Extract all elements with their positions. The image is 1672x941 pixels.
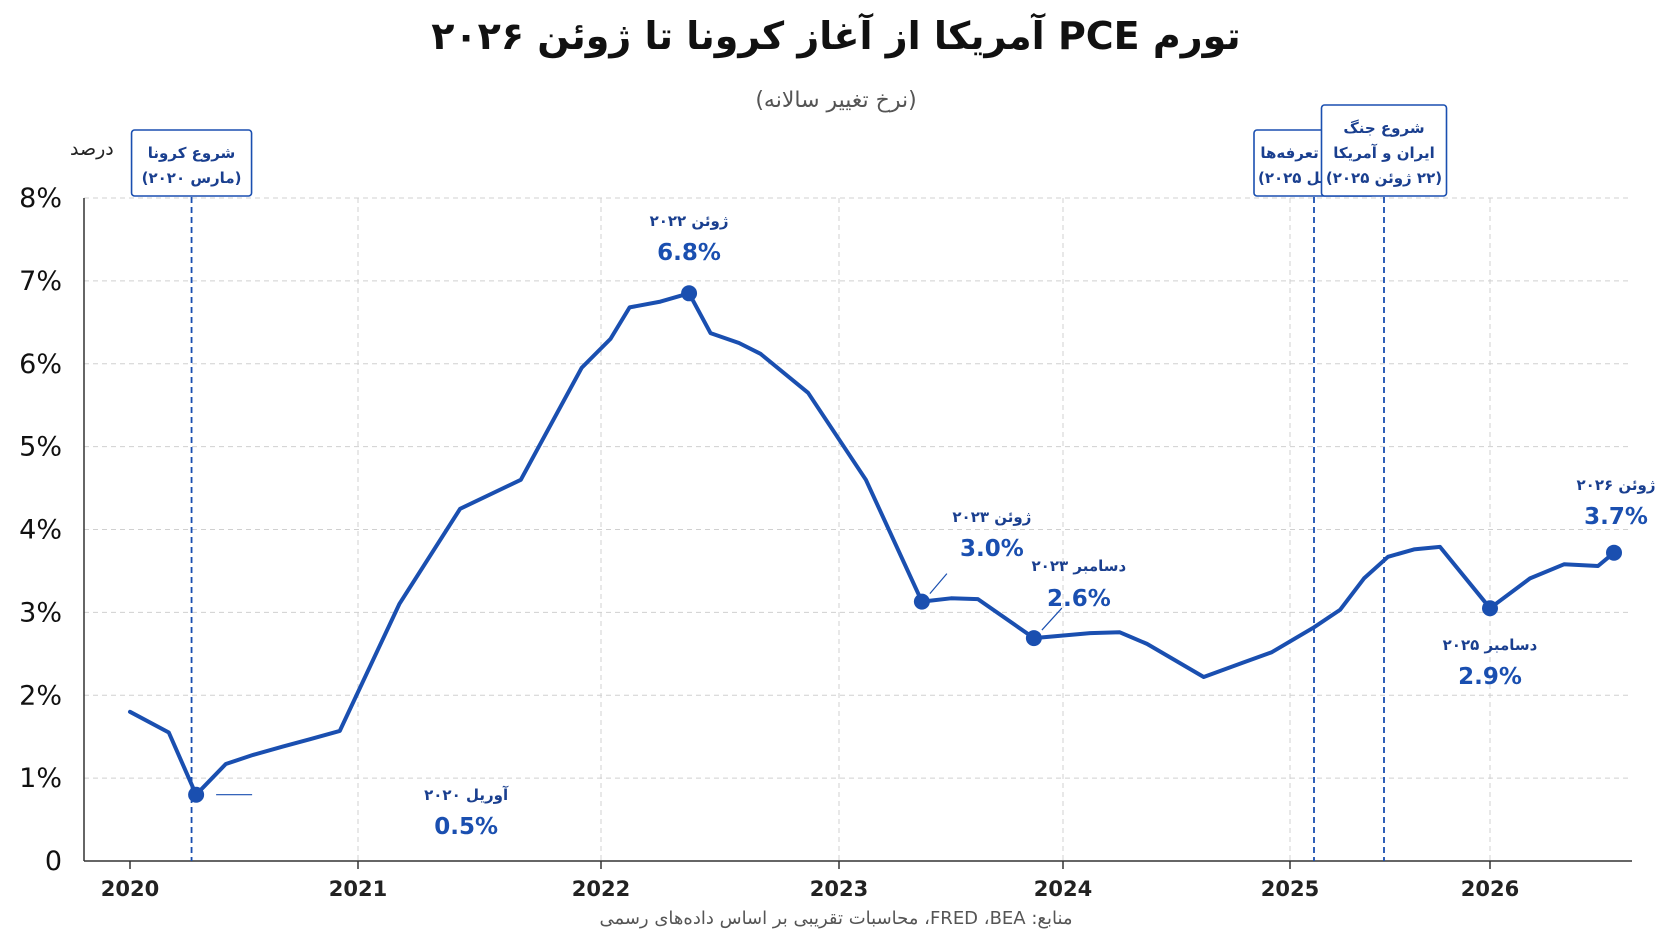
y-tick-label: 7% <box>19 266 62 297</box>
highlight-point <box>188 786 205 803</box>
event-label: (۲۲ ژوئن ۲۰۲۵) <box>1326 169 1442 187</box>
highlight-date-label: ژوئن ۲۰۲۶ <box>1577 476 1656 494</box>
highlight-date-label: آوریل ۲۰۲۰ <box>424 786 509 804</box>
highlight-point <box>1606 544 1622 561</box>
x-tick-label: 2026 <box>1461 877 1519 901</box>
highlight-value-label: 0.5% <box>434 814 498 840</box>
event-label: ایران و آمریکا <box>1333 144 1435 162</box>
y-tick-label: 3% <box>19 597 62 628</box>
highlight-point <box>681 285 698 302</box>
x-tick-label: 2025 <box>1261 877 1319 901</box>
annotation-leader <box>929 573 948 594</box>
y-tick-label: 5% <box>19 432 62 463</box>
event-label: شروع کرونا <box>148 144 236 162</box>
highlight-date-label: ژوئن ۲۰۲۲ <box>650 212 729 230</box>
y-tick-label: 0 <box>45 846 62 877</box>
highlight-value-label: 3.0% <box>960 536 1024 562</box>
annotation-leader <box>1041 607 1063 631</box>
highlight-date-label: ژوئن ۲۰۲۳ <box>952 508 1031 526</box>
source-note: منابع: FRED ،BEA، محاسبات تقریبی بر اساس… <box>599 908 1073 929</box>
highlight-point <box>913 593 930 610</box>
x-tick-label: 2021 <box>329 877 387 901</box>
y-tick-label: 4% <box>19 515 62 546</box>
y-tick-label: 1% <box>19 763 62 794</box>
y-tick-label: 8% <box>19 183 62 214</box>
highlight-point <box>1025 630 1042 647</box>
event-box <box>1320 104 1448 197</box>
y-axis-label: درصد <box>70 138 114 160</box>
x-tick-label: 2024 <box>1034 877 1092 901</box>
highlight-date-label: دسامبر ۲۰۲۵ <box>1443 636 1538 654</box>
highlight-value-label: 6.8% <box>657 240 721 266</box>
y-tick-label: 2% <box>19 680 62 711</box>
event-label: شروع جنگ <box>1343 119 1424 137</box>
highlight-date-label: دسامبر ۲۰۲۳ <box>1032 557 1127 575</box>
highlight-point <box>1482 600 1498 617</box>
highlight-value-label: 2.6% <box>1047 586 1111 612</box>
pce-series-line <box>128 291 1616 797</box>
highlight-value-label: 3.7% <box>1584 504 1648 530</box>
event-label: (مارس ۲۰۲۰) <box>142 169 242 187</box>
y-tick-label: 6% <box>19 349 62 380</box>
x-tick-label: 2020 <box>101 877 159 901</box>
x-tick-label: 2023 <box>810 877 868 901</box>
x-tick-label: 2022 <box>572 877 630 901</box>
event-box <box>130 129 253 197</box>
chart-subtitle: (نرخ تغییر سالانه) <box>755 88 917 113</box>
highlight-value-label: 2.9% <box>1458 664 1522 690</box>
chart-title: تورم PCE آمریکا از آغاز کرونا تا ژوئن ۲۰… <box>431 14 1241 58</box>
